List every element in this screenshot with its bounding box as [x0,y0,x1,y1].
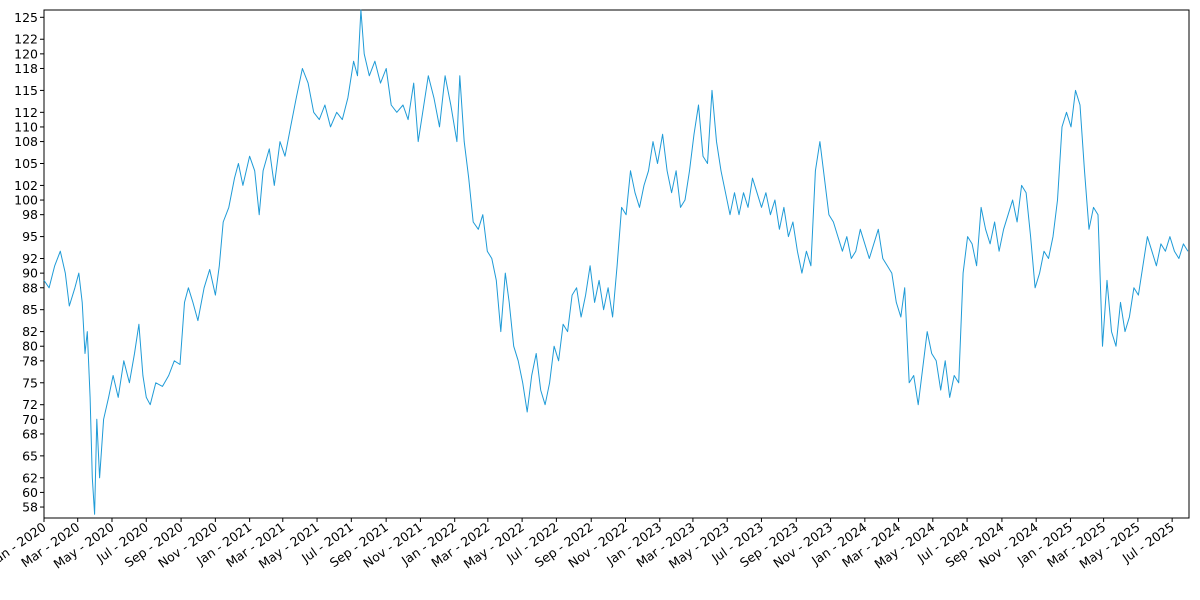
y-tick-label: 118 [14,61,38,76]
y-tick-label: 110 [14,119,38,134]
y-tick-label: 100 [14,193,38,208]
y-tick-label: 68 [22,426,38,441]
y-tick-label: 70 [22,412,38,427]
y-tick-label: 80 [22,339,38,354]
y-tick-label: 120 [14,46,38,61]
y-tick-label: 85 [22,302,38,317]
plot-frame [43,9,1190,519]
y-tick-label: 108 [14,134,38,149]
series-line [43,9,1189,515]
y-tick-label: 88 [22,280,38,295]
y-tick-label: 62 [22,470,38,485]
y-tick-label: 82 [22,324,38,339]
y-tick-label: 105 [14,156,38,171]
y-tick-label: 75 [22,375,38,390]
y-tick-label: 72 [22,397,38,412]
y-tick-label: 95 [22,229,38,244]
y-tick-label: 125 [14,10,38,25]
y-tick-label: 60 [22,485,38,500]
y-tick-label: 58 [22,500,38,515]
y-tick-label: 78 [22,353,38,368]
y-tick-label: 122 [14,32,38,47]
y-tick-label: 102 [14,178,38,193]
y-tick-label: 98 [22,207,38,222]
y-tick-label: 112 [14,105,38,120]
y-tick-label: 90 [22,266,38,281]
y-tick-label: 65 [22,448,38,463]
y-tick-label: 92 [22,251,38,266]
y-tick-label: 115 [14,83,38,98]
